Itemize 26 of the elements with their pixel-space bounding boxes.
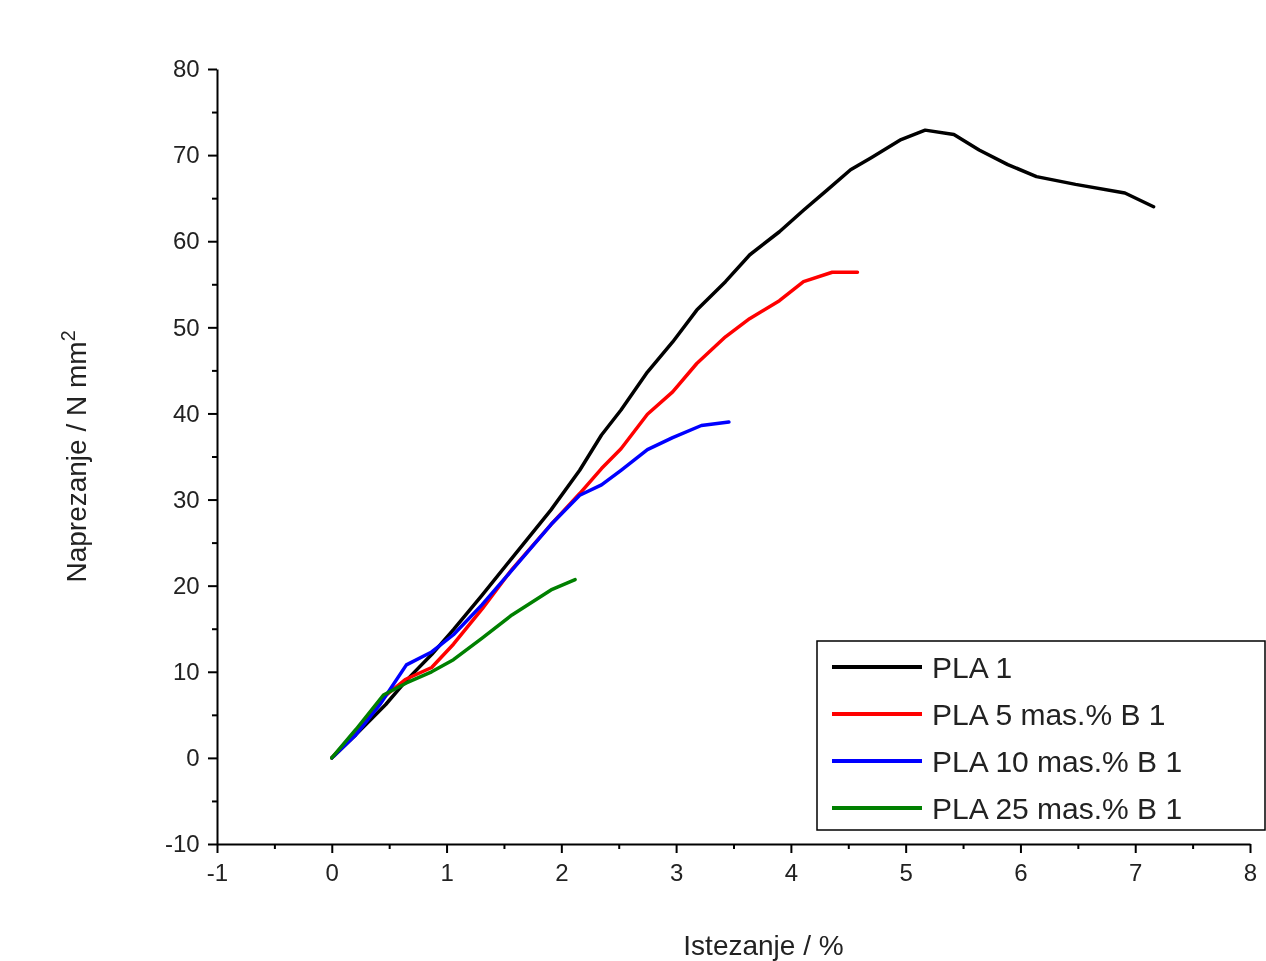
y-tick-label: 0 [186, 744, 200, 772]
line-series [330, 577, 577, 760]
y-tick-label: 50 [172, 313, 200, 341]
y-tick-label: 30 [172, 485, 200, 513]
x-tick-label: 1 [440, 858, 454, 886]
x-tick-label: 4 [784, 858, 799, 886]
x-axis-title: Istezanje / % [683, 930, 844, 961]
x-tick-label: 0 [325, 858, 339, 886]
x-tick-label: 5 [899, 858, 913, 886]
legend-label: PLA 5 mas.% B 1 [932, 698, 1166, 731]
x-tick-label: -1 [206, 858, 229, 886]
y-tick-label: -10 [164, 830, 200, 858]
y-tick-label: 40 [172, 399, 200, 427]
x-tick-label: 6 [1014, 858, 1028, 886]
y-tick-label: 80 [172, 55, 200, 83]
legend-label: PLA 10 mas.% B 1 [932, 745, 1183, 778]
x-tick-label: 7 [1129, 858, 1143, 886]
y-tick-label: 60 [172, 227, 200, 255]
x-tick-label: 2 [555, 858, 569, 886]
x-tick-label: 8 [1243, 858, 1258, 886]
legend-label: PLA 1 [932, 651, 1013, 684]
legend-label: PLA 25 mas.% B 1 [932, 792, 1183, 825]
x-tick-label: 3 [669, 858, 684, 886]
y-tick-label: 70 [172, 141, 200, 169]
y-tick-label: 20 [172, 571, 200, 599]
y-tick-label: 10 [172, 657, 200, 685]
